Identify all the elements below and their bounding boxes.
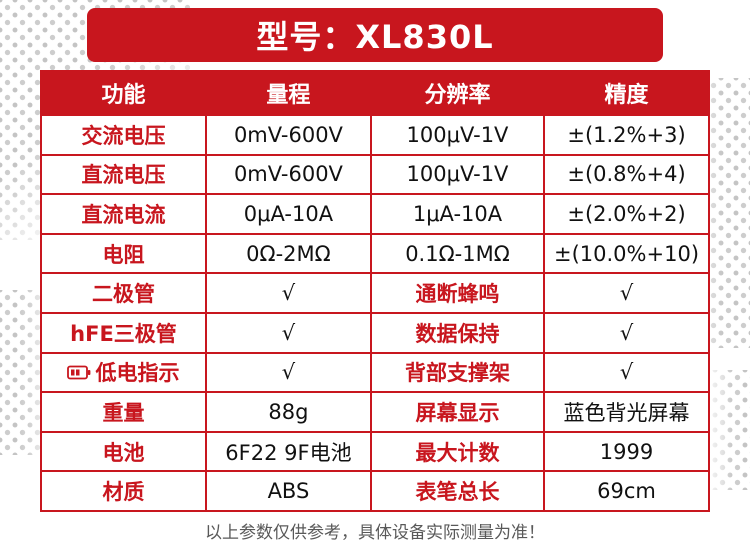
title-bar: 型号：XL830L bbox=[87, 8, 663, 62]
battery-icon bbox=[67, 365, 91, 380]
feature-label: hFE三极管 bbox=[42, 313, 205, 352]
value-cell: 0mV-600V bbox=[206, 116, 370, 154]
value-cell: √ bbox=[206, 274, 370, 312]
feature-label-text: 低电指示 bbox=[95, 361, 180, 386]
feature-label: 直流电压 bbox=[42, 155, 205, 194]
value-cell: 88g bbox=[206, 393, 370, 431]
value-cell: √ bbox=[206, 313, 370, 352]
column-header-range: 量程 bbox=[206, 72, 370, 114]
feature-label: 表笔总长 bbox=[371, 472, 544, 510]
feature-label: 电池 bbox=[42, 432, 205, 471]
feature-label: 交流电压 bbox=[42, 116, 205, 154]
value-cell: ±(0.8%+4) bbox=[545, 155, 708, 194]
value-cell: ±(10.0%+10) bbox=[545, 234, 708, 273]
feature-label: 重量 bbox=[42, 393, 205, 431]
value-cell: √ bbox=[545, 274, 708, 312]
column-header-accuracy: 精度 bbox=[545, 72, 708, 114]
value-cell: √ bbox=[545, 353, 708, 392]
page-title: 型号：XL830L bbox=[256, 18, 494, 56]
column-header-function: 功能 bbox=[42, 72, 205, 114]
feature-label: 屏幕显示 bbox=[371, 393, 544, 431]
feature-label: 最大计数 bbox=[371, 432, 544, 471]
value-cell: ABS bbox=[206, 472, 370, 510]
feature-label: 材质 bbox=[42, 472, 205, 510]
value-cell: 100μV-1V bbox=[371, 155, 544, 194]
feature-label: 通断蜂鸣 bbox=[371, 274, 544, 312]
spec-table: 功能 量程 分辨率 精度 交流电压 0mV-600V 100μV-1V ±(1.… bbox=[40, 70, 710, 512]
value-cell: 0.1Ω-1MΩ bbox=[371, 234, 544, 273]
value-cell: 0μA-10A bbox=[206, 195, 370, 233]
value-cell: 1μA-10A bbox=[371, 195, 544, 233]
footer-note: 以上参数仅供参考，具体设备实际测量为准！ bbox=[205, 523, 545, 543]
feature-label: 直流电流 bbox=[42, 195, 205, 233]
value-cell: √ bbox=[545, 313, 708, 352]
value-cell: 1999 bbox=[545, 432, 708, 471]
feature-label: 数据保持 bbox=[371, 313, 544, 352]
value-cell: 100μV-1V bbox=[371, 116, 544, 154]
value-cell: 0Ω-2MΩ bbox=[206, 234, 370, 273]
value-cell: ±(2.0%+2) bbox=[545, 195, 708, 233]
feature-label: 背部支撑架 bbox=[371, 353, 544, 392]
value-cell: 6F22 9F电池 bbox=[206, 432, 370, 471]
value-cell: √ bbox=[206, 353, 370, 392]
column-header-resolution: 分辨率 bbox=[371, 72, 544, 114]
value-cell: ±(1.2%+3) bbox=[545, 116, 708, 154]
feature-label: 电阻 bbox=[42, 234, 205, 273]
value-cell: 69cm bbox=[545, 472, 708, 510]
value-cell: 0mV-600V bbox=[206, 155, 370, 194]
feature-label: 低电指示 bbox=[42, 353, 205, 392]
feature-label: 二极管 bbox=[42, 274, 205, 312]
value-cell: 蓝色背光屏幕 bbox=[545, 393, 708, 431]
